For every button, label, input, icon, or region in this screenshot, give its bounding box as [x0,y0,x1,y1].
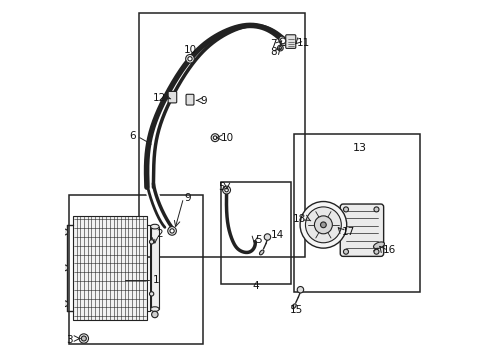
Bar [293,134,419,292]
Circle shape [280,38,285,44]
Circle shape [151,311,158,318]
Text: 1: 1 [152,275,159,285]
Text: 6: 6 [129,131,136,141]
Circle shape [300,202,346,248]
Circle shape [373,207,378,212]
Ellipse shape [259,250,264,255]
Ellipse shape [150,224,159,229]
FancyBboxPatch shape [168,91,176,103]
Text: 15: 15 [290,305,303,315]
Circle shape [149,292,153,296]
Circle shape [320,222,325,228]
Bar [150,226,159,309]
Circle shape [185,54,194,63]
Circle shape [222,186,230,194]
Circle shape [343,249,348,254]
Text: 16: 16 [382,245,395,255]
FancyBboxPatch shape [340,204,383,256]
Text: 5: 5 [217,182,224,192]
Circle shape [343,207,348,212]
Circle shape [167,226,176,235]
Ellipse shape [291,304,296,309]
Circle shape [373,249,378,254]
Text: 17: 17 [341,228,355,237]
Circle shape [187,57,192,61]
Bar [73,216,146,320]
Text: 11: 11 [297,38,310,48]
FancyBboxPatch shape [285,35,295,48]
Text: 4: 4 [252,281,259,291]
Circle shape [224,188,228,192]
Circle shape [169,229,174,233]
Text: 3: 3 [66,335,73,345]
Text: 12: 12 [152,93,165,103]
Circle shape [264,234,270,240]
Circle shape [213,136,217,139]
Text: 2: 2 [156,229,163,239]
Text: 8: 8 [269,47,276,57]
Text: 10: 10 [221,134,233,143]
Text: 5: 5 [255,234,262,244]
Ellipse shape [278,36,286,46]
Circle shape [211,134,219,141]
Text: 13: 13 [352,143,366,153]
Text: 14: 14 [270,230,284,240]
Circle shape [81,336,86,341]
Circle shape [305,207,341,243]
Text: 7: 7 [269,39,276,49]
Circle shape [278,46,281,49]
Bar [69,195,203,344]
Text: 10: 10 [183,45,196,55]
Circle shape [314,216,332,234]
Circle shape [297,287,303,293]
Circle shape [62,265,67,271]
Circle shape [79,334,88,343]
Bar [221,182,290,284]
Ellipse shape [373,242,384,249]
Ellipse shape [150,307,159,311]
Circle shape [277,45,283,51]
FancyBboxPatch shape [185,94,194,105]
Text: 18: 18 [292,214,305,224]
Text: 9: 9 [200,96,206,106]
Circle shape [62,229,67,235]
Bar [139,13,305,257]
Circle shape [62,301,67,307]
Text: 9: 9 [184,193,190,203]
Circle shape [149,240,153,244]
